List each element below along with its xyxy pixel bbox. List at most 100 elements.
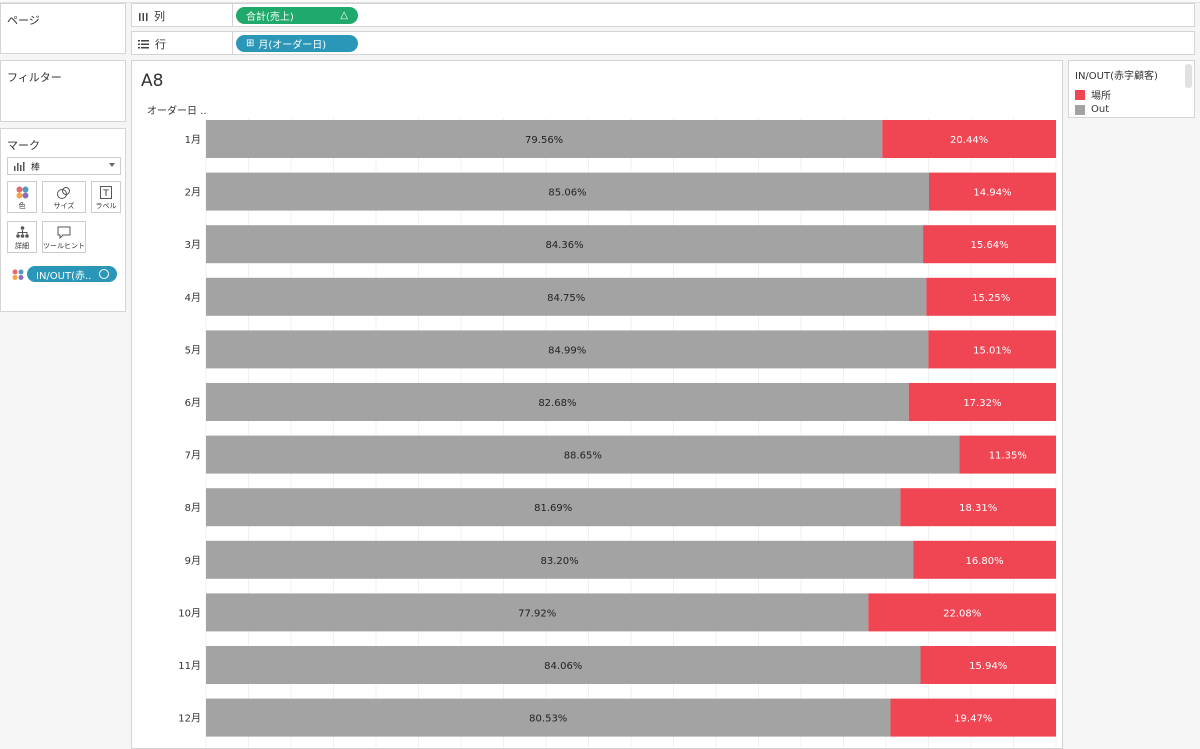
columns-icon <box>139 13 148 21</box>
bar-segment-basho[interactable] <box>890 698 1056 737</box>
detail-button[interactable]: 詳細 <box>7 221 37 253</box>
row-header-label: 2月 <box>185 187 201 199</box>
tooltip-speech-bubble-icon <box>57 226 71 239</box>
data-label: 15.25% <box>972 293 1010 304</box>
data-label: 79.56% <box>525 135 563 146</box>
label-button-label: ラベル <box>95 202 117 210</box>
detail-hierarchy-icon <box>15 226 29 238</box>
shelf-divider <box>232 4 233 26</box>
size-button[interactable]: サイズ <box>42 181 86 213</box>
row-header-label: 6月 <box>185 397 201 409</box>
columns-shelf-header: 列 <box>138 8 165 24</box>
bar-segment-out[interactable] <box>206 435 960 474</box>
bar-chart-icon <box>14 161 25 171</box>
row-header-label: 5月 <box>185 344 201 356</box>
data-label: 18.31% <box>959 503 997 514</box>
mark-type-dropdown[interactable]: 棒 <box>7 157 121 175</box>
data-label: 83.20% <box>541 556 579 567</box>
color-dots-icon <box>16 186 28 199</box>
data-label: 19.47% <box>954 714 992 725</box>
svg-text:T: T <box>102 189 109 199</box>
shelf-divider <box>232 32 233 54</box>
size-icon <box>57 187 70 199</box>
legend-item-out[interactable]: Out <box>1075 104 1109 115</box>
row-header-label: 3月 <box>185 239 201 251</box>
rows-icon <box>138 40 149 49</box>
data-label: 15.01% <box>973 345 1011 356</box>
bar-segment-out[interactable] <box>206 383 909 421</box>
data-label: 15.94% <box>969 661 1007 672</box>
row-header-label: 12月 <box>178 713 201 725</box>
bar-segment-out[interactable] <box>206 330 929 369</box>
row-field-header[interactable]: オーダー日 .. <box>147 106 207 117</box>
sum-sales-pill-label: 合計(売上) <box>246 12 294 23</box>
label-button[interactable]: T ラベル <box>91 181 121 213</box>
row-header-label: 8月 <box>185 502 201 514</box>
filters-card[interactable]: フィルター <box>0 60 126 122</box>
bar-segment-out[interactable] <box>206 488 901 527</box>
data-label: 85.06% <box>548 188 586 199</box>
pages-card[interactable]: ページ <box>0 3 126 54</box>
bar-segment-out[interactable] <box>206 540 914 579</box>
bar-segment-out[interactable] <box>206 225 924 264</box>
bar-segment-out[interactable] <box>206 698 891 737</box>
bar-segment-out[interactable] <box>206 593 869 632</box>
legend-item-label: 場所 <box>1091 91 1111 102</box>
data-label: 81.69% <box>534 503 572 514</box>
rows-shelf[interactable]: 行 ⊞ 月(オーダー日) <box>131 31 1195 55</box>
pages-card-title: ページ <box>7 14 40 27</box>
expand-plus-icon: ⊞ <box>246 38 255 49</box>
marks-card: マーク 棒 色 サイズ T ラベル 詳細 <box>0 128 126 312</box>
rows-shelf-label: 行 <box>155 38 166 51</box>
color-button[interactable]: 色 <box>7 181 37 213</box>
bar-segment-basho[interactable] <box>900 488 1056 527</box>
bar-segment-basho[interactable] <box>913 540 1056 579</box>
legend-swatch <box>1075 89 1085 100</box>
legend-scrollbar[interactable] <box>1185 64 1192 88</box>
worksheet-view[interactable]: A8 オーダー日 .. 1月 79.56% 20.44% 2月 85.06% 14.94%… <box>131 60 1063 749</box>
bar-segment-basho[interactable] <box>908 383 1056 421</box>
data-label: 88.65% <box>564 451 602 462</box>
bar-segment-out[interactable] <box>206 277 927 316</box>
text-label-icon: T <box>100 186 112 199</box>
legend-swatch <box>1075 104 1085 115</box>
bar-chart[interactable]: 1月 79.56% 20.44% 2月 85.06% 14.94% 3月 84.36% 15.6… <box>132 118 1062 748</box>
tooltip-button[interactable]: ツールヒント <box>42 221 86 253</box>
data-label: 22.08% <box>943 608 981 619</box>
month-order-date-pill[interactable]: ⊞ 月(オーダー日) <box>236 35 358 52</box>
row-header-label: 4月 <box>185 292 201 304</box>
columns-shelf-label: 列 <box>154 10 165 23</box>
bar-segment-basho[interactable] <box>923 225 1056 264</box>
marks-card-title: マーク <box>7 139 40 152</box>
bar-segment-basho[interactable] <box>882 120 1056 158</box>
color-field-pill[interactable]: IN/OUT(赤.. <box>27 266 117 282</box>
data-label: 77.92% <box>518 608 556 619</box>
bar-segment-basho[interactable] <box>868 593 1056 632</box>
color-dots-icon <box>12 269 24 280</box>
link-icon <box>99 269 109 279</box>
bar-segment-basho[interactable] <box>926 277 1056 316</box>
columns-shelf[interactable]: 列 合計(売上) △ <box>131 3 1195 27</box>
legend-item-basho[interactable]: 場所 <box>1075 87 1111 102</box>
bar-segment-basho[interactable] <box>959 435 1056 474</box>
bar-segment-out[interactable] <box>206 646 921 684</box>
month-order-date-pill-label: 月(オーダー日) <box>258 40 327 51</box>
data-label: 15.64% <box>970 240 1008 251</box>
bar-segment-out[interactable] <box>206 120 883 158</box>
data-label: 17.32% <box>963 398 1001 409</box>
bar-segment-out[interactable] <box>206 172 930 211</box>
bar-segment-basho[interactable] <box>929 172 1056 211</box>
bar-segment-basho[interactable] <box>928 330 1056 369</box>
sum-sales-pill[interactable]: 合計(売上) △ <box>236 7 358 24</box>
size-button-label: サイズ <box>53 202 75 210</box>
bar-segment-basho[interactable] <box>920 646 1056 684</box>
data-label: 84.75% <box>547 293 585 304</box>
chevron-down-icon <box>109 163 115 167</box>
data-label: 84.36% <box>545 240 583 251</box>
row-header-label: 11月 <box>178 660 201 672</box>
mark-type-label: 棒 <box>31 162 41 173</box>
data-label: 84.99% <box>548 345 586 356</box>
row-header-label: 9月 <box>185 555 201 567</box>
legend-title: IN/OUT(赤字顧客) <box>1075 71 1158 82</box>
data-label: 11.35% <box>989 451 1027 462</box>
